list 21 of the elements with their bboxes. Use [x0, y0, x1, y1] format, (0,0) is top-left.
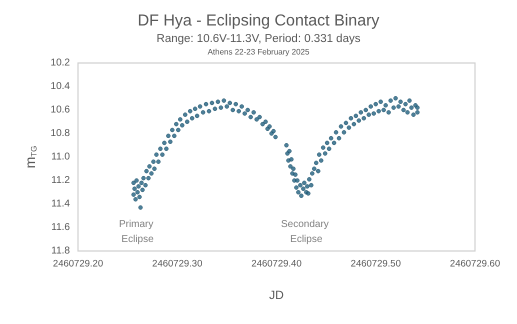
y-tick-label: 10.2 [50, 58, 70, 68]
y-tick-label: 10.4 [50, 81, 70, 92]
y-tick-label: 10.6 [50, 104, 70, 116]
x-tick-label: 2460729.60 [450, 258, 500, 270]
x-tick-label: 2460729.40 [251, 258, 302, 270]
y-tick-label: 11.4 [51, 198, 70, 210]
annotation: Primary Eclipse [118, 219, 156, 246]
y-tick-label: 11.0 [51, 152, 70, 162]
x-tick-label: 2460729.20 [52, 258, 104, 270]
y-axis-title: mTG [22, 146, 38, 168]
annotation: Secondary Eclipse [280, 219, 332, 246]
chart-subtitle: Range: 10.6V-11.3V, Period: 0.331 days [156, 33, 361, 45]
y-tick-label: 10.8 [50, 128, 70, 139]
x-tick-label: 2460729.50 [350, 258, 401, 270]
text: Athens 22-23 February 2025 [208, 48, 310, 56]
y-tick-label: 11.8 [51, 246, 70, 256]
y-tick-label: 11.6 [51, 222, 70, 233]
x-tick-label: 2460729.30 [152, 258, 202, 270]
y-tick-label: 11.2 [51, 175, 70, 186]
x-axis-title: JD [269, 288, 284, 302]
chart-title: DF Hya - Eclipsing Contact Binary [138, 12, 380, 30]
